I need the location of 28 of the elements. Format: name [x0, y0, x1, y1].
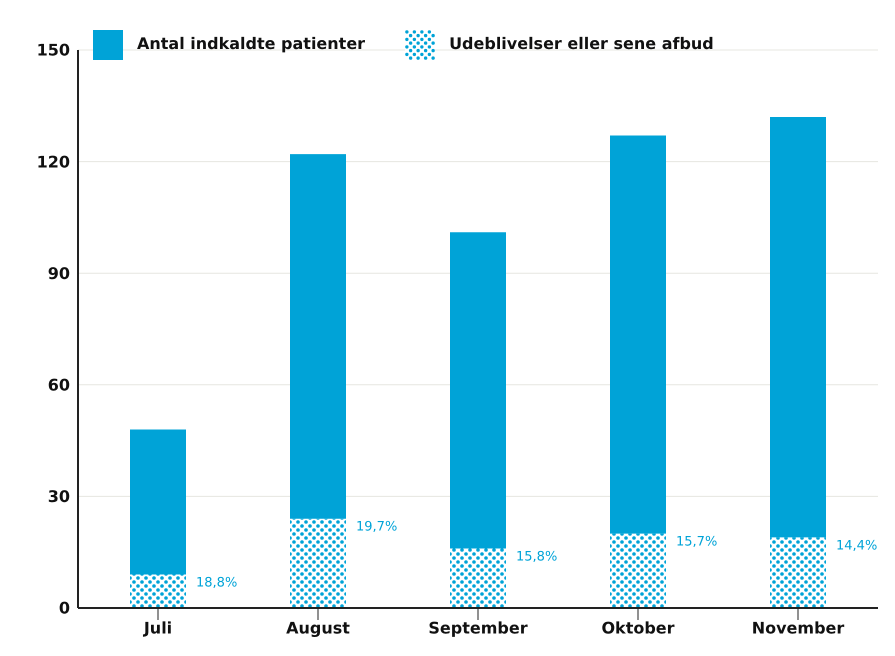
bar	[770, 537, 826, 608]
y-tick-label: 60	[48, 375, 70, 394]
y-tick-label: 150	[36, 40, 70, 60]
annotation: 15,8%	[516, 549, 558, 564]
bar	[450, 232, 506, 548]
x-tick-label: September	[428, 618, 528, 638]
bar	[770, 116, 826, 538]
legend-label: Udeblivelser eller sene afbud	[449, 34, 714, 54]
x-tick-label: Juli	[142, 618, 172, 638]
annotation: 15,7%	[676, 534, 718, 550]
x-tick-label: August	[286, 618, 350, 638]
x-tick-label: Oktober	[601, 618, 675, 638]
y-tick-label: 90	[48, 264, 70, 283]
bar	[450, 548, 506, 608]
annotation: 14,4%	[836, 538, 878, 554]
bar	[610, 136, 666, 534]
bar	[290, 518, 346, 608]
y-tick-label: 0	[58, 598, 70, 618]
legend-label: Antal indkaldte patienter	[137, 34, 366, 54]
y-tick-label: 120	[36, 152, 70, 172]
bar	[610, 534, 666, 608]
y-tick-label: 30	[48, 487, 70, 506]
bar	[290, 154, 346, 519]
annotation: 19,7%	[356, 520, 398, 535]
x-tick-label: November	[752, 618, 844, 638]
annotation: 18,8%	[196, 576, 238, 591]
bar	[130, 574, 186, 608]
bar	[130, 429, 186, 575]
